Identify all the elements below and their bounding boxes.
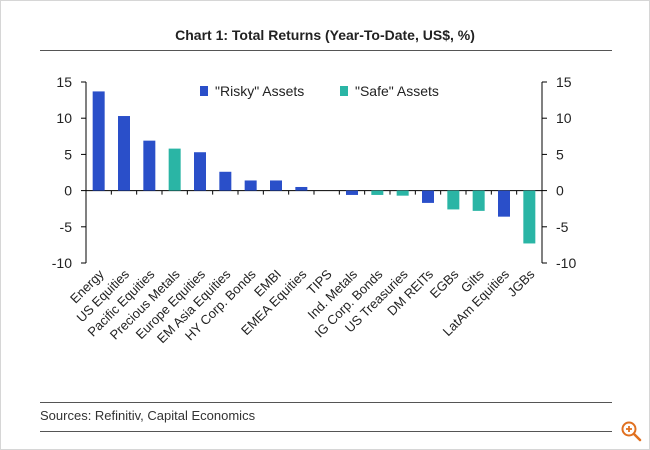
bar: [396, 190, 409, 196]
bar: [422, 190, 434, 203]
legend-swatch-risky: [200, 86, 208, 96]
y-tick-label-right: 5: [556, 146, 564, 162]
y-tick-label-right: -5: [556, 219, 569, 235]
bar: [168, 148, 181, 191]
bar: [371, 190, 384, 195]
bar: [346, 190, 358, 195]
bar: [498, 190, 510, 217]
y-tick-label-left: -10: [52, 255, 72, 271]
source-note: Sources: Refinitiv, Capital Economics: [40, 408, 256, 423]
bar: [447, 190, 460, 210]
title-rule: [40, 50, 612, 51]
bottom-rule: [40, 431, 612, 432]
bar: [219, 171, 232, 191]
bar: [523, 190, 536, 244]
y-tick-label-right: 15: [556, 74, 572, 90]
x-category-label: JGBs: [504, 266, 537, 299]
x-category-label: EGBs: [427, 266, 462, 301]
y-tick-label-left: 10: [56, 110, 72, 126]
bar: [244, 180, 257, 191]
legend-label-risky: "Risky" Assets: [215, 83, 304, 99]
y-tick-label-left: 15: [56, 74, 72, 90]
bars-layer: [92, 91, 536, 244]
axes-layer: [81, 81, 547, 264]
bar: [472, 190, 485, 211]
bar: [118, 116, 130, 191]
chart-title: Chart 1: Total Returns (Year-To-Date, US…: [175, 27, 475, 43]
y-tick-label-right: -10: [556, 255, 576, 271]
bar: [295, 186, 308, 191]
legend-swatch-safe: [340, 86, 348, 96]
y-tick-label-right: 0: [556, 183, 564, 199]
y-tick-label-left: 0: [64, 183, 72, 199]
bar: [143, 140, 156, 191]
y-tick-label-right: 10: [556, 110, 572, 126]
y-tick-label-left: 5: [64, 146, 72, 162]
zoom-in-icon[interactable]: [620, 420, 642, 442]
bar: [92, 91, 105, 191]
bar: [194, 152, 206, 191]
bar: [270, 180, 282, 191]
source-rule: [40, 402, 612, 403]
legend-label-safe: "Safe" Assets: [355, 83, 439, 99]
y-tick-label-left: -5: [60, 219, 73, 235]
